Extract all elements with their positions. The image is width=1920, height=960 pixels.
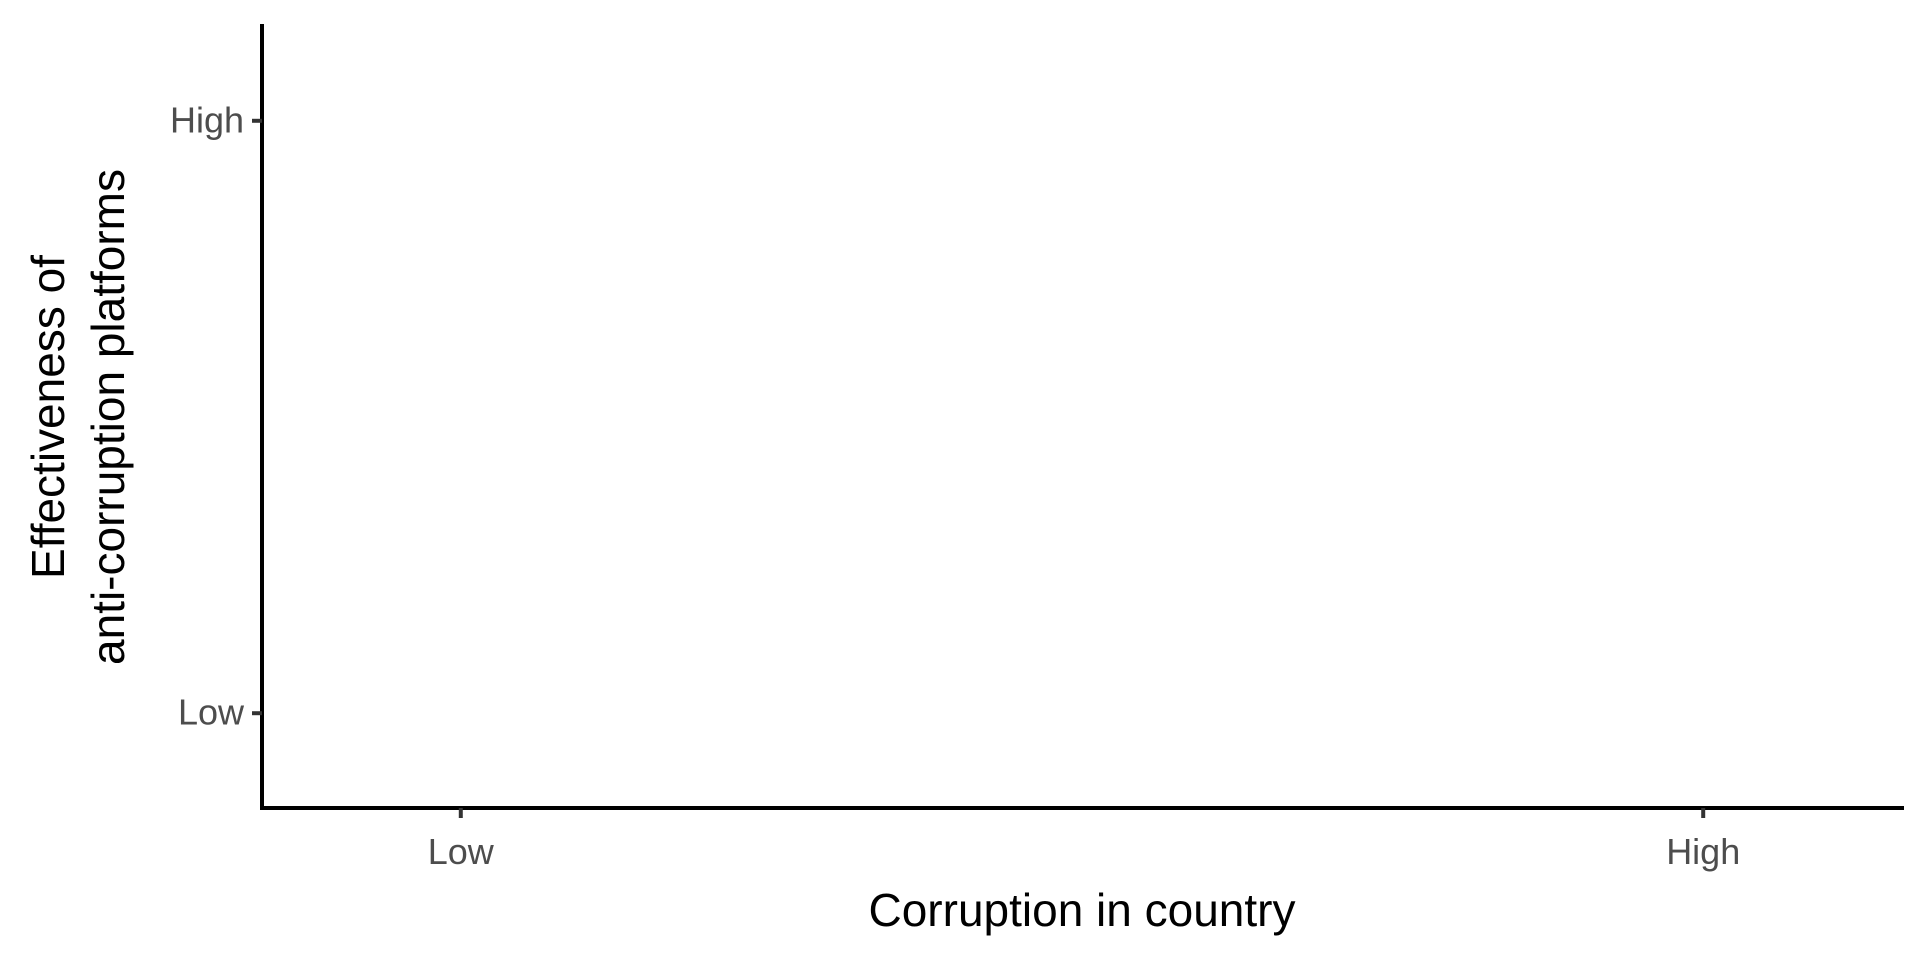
x-tick-label-low: Low [428,831,495,872]
y-tick-label-low: Low [178,692,245,733]
y-axis-title-line-1: Effectiveness of [22,255,74,579]
x-axis-title: Corruption in country [869,884,1296,936]
y-tick-label-high: High [170,99,244,140]
x-tick-label-high: High [1666,831,1740,872]
y-axis-title-line-2: anti-corruption platforms [82,169,134,665]
